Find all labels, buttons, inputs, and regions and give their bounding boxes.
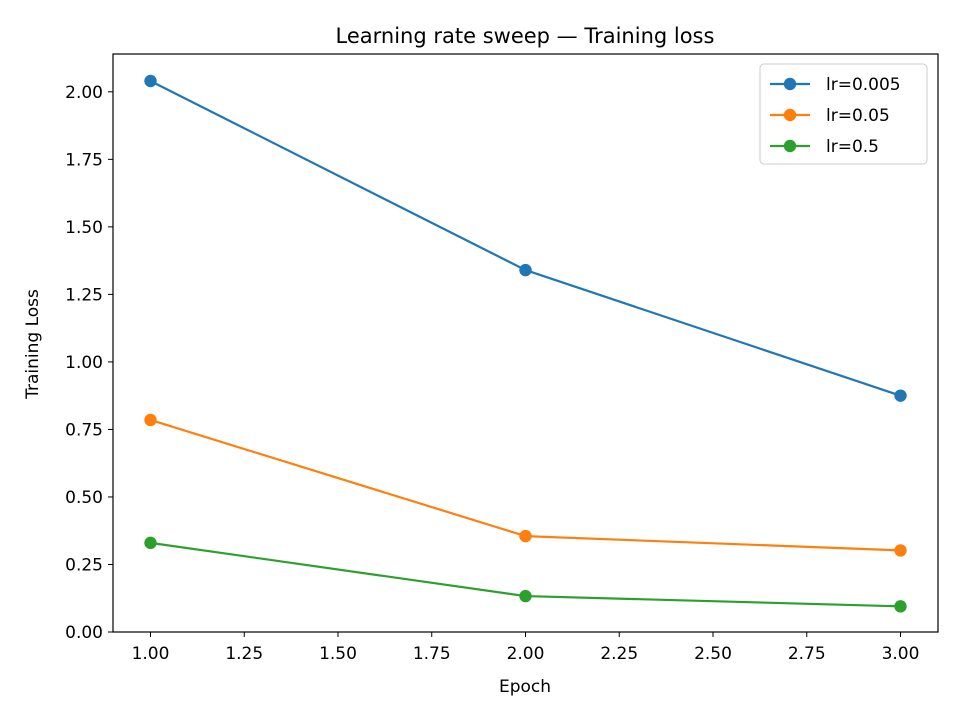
data-point	[519, 589, 532, 603]
legend-label: lr=0.5	[826, 137, 879, 157]
y-tick-label: 1.00	[65, 353, 103, 373]
x-tick-label: 1.00	[132, 644, 170, 664]
data-point	[144, 536, 157, 550]
y-tick-label: 1.50	[65, 218, 103, 238]
y-tick-label: 0.25	[65, 555, 103, 575]
y-tick-label: 0.50	[65, 488, 103, 508]
y-tick-label: 0.00	[65, 623, 103, 643]
legend-label: lr=0.005	[826, 75, 901, 95]
x-tick-label: 2.50	[694, 644, 732, 664]
data-point	[894, 389, 907, 402]
x-tick-label: 1.25	[225, 644, 263, 664]
data-point	[894, 600, 907, 613]
data-point	[144, 413, 157, 427]
legend-swatch-marker	[783, 77, 797, 91]
legend-box	[759, 63, 928, 165]
x-tick-label: 2.75	[788, 644, 826, 664]
data-point	[519, 263, 532, 277]
plot-area: 1.00 1.25 1.50 1.75 2.00 2.25 2.50 2.75 3.00 0.00…	[65, 53, 939, 664]
y-tick-label: 2.00	[65, 83, 103, 103]
x-tick-label: 1.75	[413, 644, 451, 664]
data-point	[519, 529, 532, 543]
x-tick-label: 2.25	[600, 644, 638, 664]
y-axis-label: Training Loss	[23, 289, 43, 400]
axes-frame	[112, 53, 939, 633]
x-axis-label: Epoch	[499, 677, 551, 697]
y-tick-label: 1.75	[65, 150, 103, 170]
x-tick-label: 3.00	[882, 644, 920, 664]
legend-swatch-marker	[783, 108, 797, 122]
x-tick-label: 1.50	[319, 644, 357, 664]
data-point	[894, 544, 907, 557]
data-point	[144, 74, 157, 88]
y-tick-label: 1.25	[65, 285, 103, 305]
legend-swatch-marker	[783, 139, 797, 153]
y-tick-label: 0.75	[65, 420, 103, 440]
x-tick-label: 2.00	[507, 644, 545, 664]
chart-title: Learning rate sweep — Training loss	[336, 24, 715, 48]
legend-label: lr=0.05	[826, 106, 890, 126]
